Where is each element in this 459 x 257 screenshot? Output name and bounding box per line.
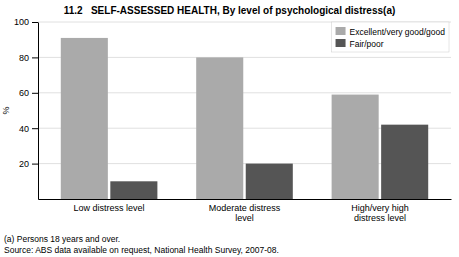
bar — [110, 181, 157, 199]
tick-label: 80 — [19, 53, 29, 63]
bar — [332, 95, 379, 199]
tick-label-line: level — [235, 213, 254, 223]
tick-label-line: distress level — [354, 213, 406, 223]
tick-mark — [32, 93, 38, 94]
legend-label: Excellent/very good/good — [350, 27, 446, 37]
axis-line — [39, 199, 452, 200]
tick-mark — [32, 22, 38, 23]
tick-label-line: High/very high — [351, 203, 409, 213]
x-axis: Low distress level Moderate distresslevel… — [39, 200, 452, 224]
legend-item: Fair/poor — [336, 39, 384, 49]
bar — [196, 57, 243, 199]
tick: High/very highdistress level — [351, 203, 409, 223]
tick-label-line: Moderate distress — [209, 203, 281, 213]
tick-label: 20 — [19, 159, 29, 169]
tick: 40 — [19, 124, 38, 134]
tick-label: Moderate distresslevel — [209, 203, 281, 223]
footnote: (a) Persons 18 years and over. — [4, 234, 120, 244]
tick: 20 — [19, 159, 38, 169]
tick-mark — [32, 164, 38, 165]
footnote: Source: ABS data available on request, N… — [4, 245, 279, 255]
legend-swatch — [336, 39, 346, 47]
tick-mark — [32, 57, 38, 58]
axis-title: % — [1, 106, 11, 114]
tick: 60 — [19, 88, 38, 98]
tick: Low distress level — [74, 203, 145, 213]
tick-label-line: Low distress level — [74, 203, 145, 213]
tick-label: 60 — [19, 88, 29, 98]
tick-label: Low distress level — [74, 203, 145, 213]
y-axis: 20 40 60 80 100 — [14, 17, 39, 199]
legend: Excellent/very good/good Fair/poor — [332, 22, 449, 52]
tick-label: 40 — [19, 124, 29, 134]
axis-line — [38, 23, 39, 200]
legend-swatch — [336, 27, 346, 35]
tick-label: 100 — [14, 17, 29, 27]
legend-label: Fair/poor — [350, 39, 384, 49]
bars — [61, 38, 428, 199]
legend-item: Excellent/very good/good — [336, 27, 446, 37]
tick-label: High/very highdistress level — [351, 203, 409, 223]
tick-mark — [32, 128, 38, 129]
chart: 11.2 SELF-ASSESSED HEALTH, By level of p… — [0, 0, 459, 257]
tick: Moderate distresslevel — [209, 203, 281, 223]
legend-box — [332, 22, 449, 52]
bar — [246, 164, 293, 199]
tick: 80 — [19, 53, 38, 63]
title: 11.2 SELF-ASSESSED HEALTH, By level of p… — [64, 5, 396, 16]
tick: 100 — [14, 17, 38, 27]
bar — [381, 125, 428, 199]
bar — [61, 38, 108, 199]
